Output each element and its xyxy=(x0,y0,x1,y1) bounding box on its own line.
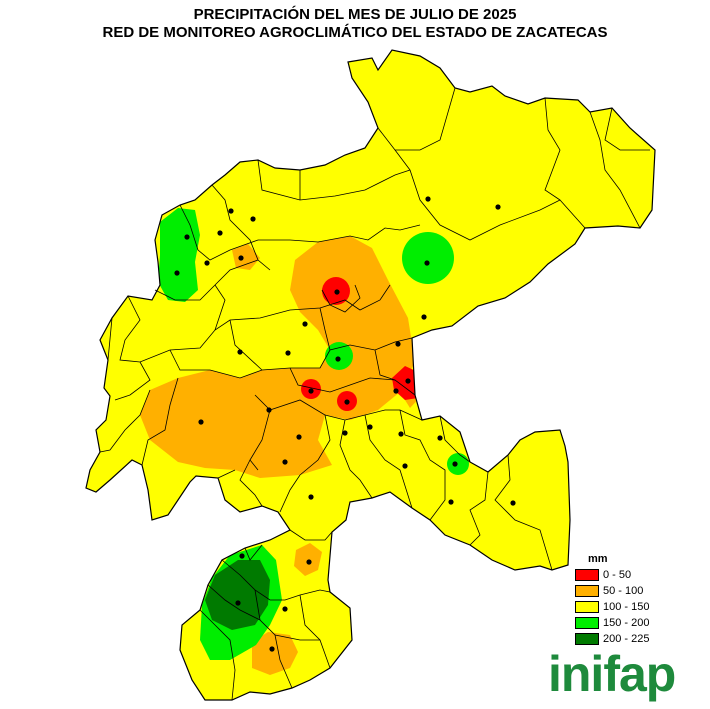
station-marker xyxy=(448,499,454,505)
station-marker xyxy=(308,388,314,394)
station-marker xyxy=(228,208,234,214)
map-title-line-2: RED DE MONITOREO AGROCLIMÁTICO DEL ESTAD… xyxy=(102,24,608,41)
station-marker xyxy=(269,646,275,652)
station-marker xyxy=(184,234,190,240)
legend-item: 50 - 100 xyxy=(575,583,649,599)
station-marker xyxy=(495,204,501,210)
station-marker xyxy=(344,399,350,405)
municipal-boundaries xyxy=(99,87,650,701)
station-marker xyxy=(367,424,373,430)
station-marker xyxy=(217,230,223,236)
legend-item: 100 - 150 xyxy=(575,599,649,615)
station-marker xyxy=(198,419,204,425)
legend-label: 50 - 100 xyxy=(603,585,644,597)
legend-swatch xyxy=(575,601,599,613)
map-title-line-1: PRECIPITACIÓN DEL MES DE JULIO DE 2025 xyxy=(193,6,517,23)
station-marker xyxy=(437,435,443,441)
legend-unit: mm xyxy=(588,553,608,565)
station-marker xyxy=(282,606,288,612)
legend-swatch xyxy=(575,617,599,629)
station-marker xyxy=(395,341,401,347)
legend-swatch xyxy=(575,633,599,645)
station-marker xyxy=(306,559,312,565)
inifap-logo: inifap xyxy=(548,646,676,702)
station-marker xyxy=(250,216,256,222)
station-marker xyxy=(510,500,516,506)
station-marker xyxy=(174,270,180,276)
legend-label: 0 - 50 xyxy=(603,569,632,581)
zone-50-100-north xyxy=(232,244,260,270)
station-marker xyxy=(302,321,308,327)
zone-150-200-center xyxy=(325,342,353,370)
zone-200-225-south xyxy=(205,560,270,630)
station-marker xyxy=(308,494,314,500)
station-marker xyxy=(204,260,210,266)
station-marker xyxy=(342,430,348,436)
legend: mm 0 - 50 50 - 100 100 - 150 150 - 200 2… xyxy=(575,553,649,647)
precipitation-zones xyxy=(86,50,655,700)
station-marker xyxy=(239,553,245,559)
station-marker xyxy=(282,459,288,465)
legend-item: 0 - 50 xyxy=(575,567,649,583)
legend-swatch xyxy=(575,569,599,581)
station-markers xyxy=(174,196,516,652)
zone-50-100-far-south xyxy=(252,632,298,675)
zone-150-200-north xyxy=(402,232,454,284)
zone-150-200-west xyxy=(185,512,232,530)
station-marker xyxy=(405,378,411,384)
zone-50-100-south xyxy=(294,543,322,576)
station-marker xyxy=(452,461,458,467)
legend-label: 100 - 150 xyxy=(603,601,650,613)
legend-label: 200 - 225 xyxy=(603,633,650,645)
station-marker xyxy=(285,350,291,356)
station-marker xyxy=(335,356,341,362)
station-marker xyxy=(421,314,427,320)
station-marker xyxy=(235,600,241,606)
station-marker xyxy=(398,431,404,437)
legend-item: 150 - 200 xyxy=(575,615,649,631)
state-outline xyxy=(85,49,656,701)
station-marker xyxy=(296,434,302,440)
station-marker xyxy=(237,349,243,355)
station-marker xyxy=(424,260,430,266)
station-marker xyxy=(393,388,399,394)
station-marker xyxy=(334,289,340,295)
legend-item: 200 - 225 xyxy=(575,631,649,647)
station-marker xyxy=(402,463,408,469)
zone-150-200-east xyxy=(447,453,469,475)
station-marker xyxy=(266,407,272,413)
zone-150-200-northwest xyxy=(158,208,200,302)
station-marker xyxy=(238,255,244,261)
station-marker xyxy=(425,196,431,202)
legend-swatch xyxy=(575,585,599,597)
legend-label: 150 - 200 xyxy=(603,617,650,629)
